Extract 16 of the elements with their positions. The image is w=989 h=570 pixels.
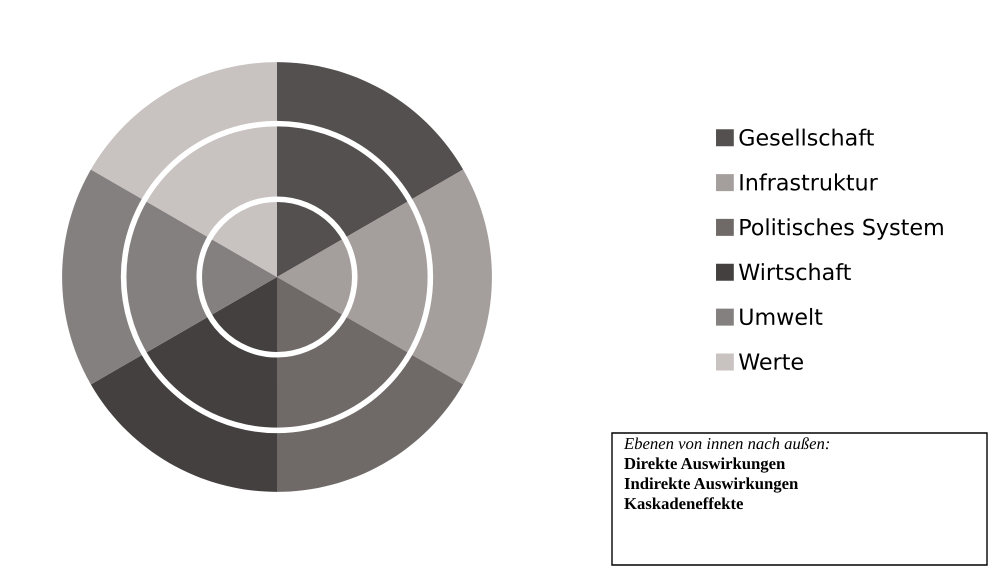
pie-slice xyxy=(277,170,492,384)
pie-slice xyxy=(90,277,277,492)
pie-slice xyxy=(90,62,277,277)
legend-label: Infrastruktur xyxy=(740,173,878,191)
pie-slice xyxy=(277,62,464,277)
pie-slice xyxy=(62,170,277,384)
legend-label: Umwelt xyxy=(740,308,822,326)
pie-slice xyxy=(277,277,464,492)
text: Direkte Auswirkungen xyxy=(624,457,786,473)
legend-label: Werte xyxy=(738,353,803,370)
legend-label: Gesellschaft xyxy=(739,128,874,146)
text: Ebenen von innen nach außen: xyxy=(624,437,830,450)
legend-label: Wirtschaft xyxy=(738,263,851,280)
legend-label: Politisches System xyxy=(740,218,943,240)
text: Indirekte Auswirkungen xyxy=(624,477,798,493)
text: Kaskadeneffekte xyxy=(624,497,743,510)
